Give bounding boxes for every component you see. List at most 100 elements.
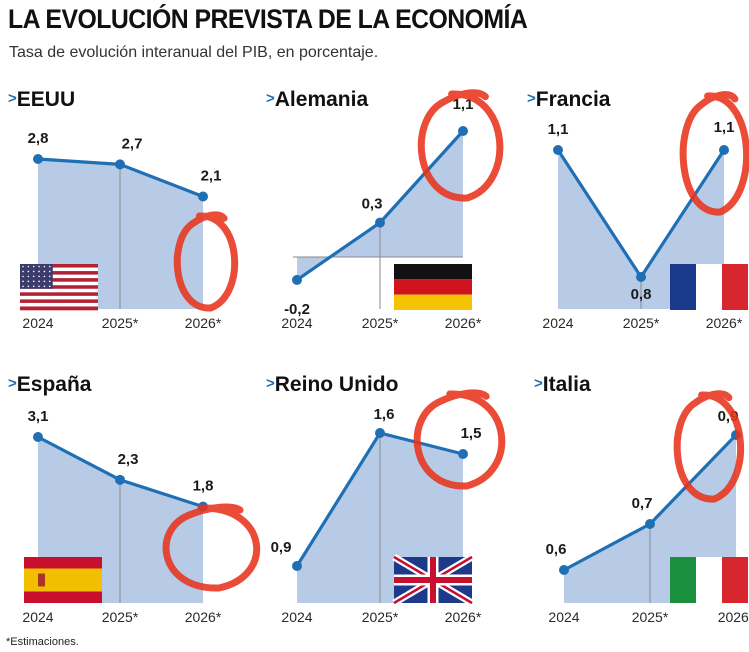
italy-flag-green [670, 557, 696, 603]
data-point-2026 [458, 449, 468, 459]
france-flag-blue [670, 264, 696, 310]
data-label: 1,1 [548, 121, 569, 138]
usa-flag-stripe [20, 278, 98, 282]
usa-flag-star [38, 280, 40, 283]
data-label: 1,5 [461, 425, 482, 442]
usa-flag-star [22, 270, 24, 273]
usa-flag-star [27, 275, 30, 278]
spain-flag-red-bottom [24, 591, 102, 603]
usa-flag-star [48, 270, 51, 273]
germany-flag-black [394, 264, 472, 280]
spain-flag [24, 557, 102, 603]
data-label: 2,3 [118, 451, 139, 468]
italy-flag [670, 557, 748, 603]
footnote: *Estimaciones. [6, 636, 79, 648]
usa-flag-star [43, 275, 46, 278]
usa-flag-star [32, 265, 35, 268]
highlight-circle-annotation [673, 390, 745, 503]
data-label: 1,6 [374, 406, 395, 423]
title-chevron-icon: > [8, 90, 17, 107]
france-flag [670, 264, 748, 310]
data-point-2024 [292, 561, 302, 571]
data-label: 0,6 [546, 541, 567, 558]
data-point-2024 [33, 154, 43, 164]
chart-title: >Italia [534, 373, 591, 396]
spain-flag-coat-of-arms [38, 573, 45, 587]
usa-flag-star [22, 280, 24, 283]
data-label: 1,1 [714, 119, 735, 136]
title-chevron-icon: > [527, 90, 536, 107]
area-fill [297, 131, 463, 280]
highlight-circle-annotation [173, 211, 239, 312]
chart-eeuu: 2,8 2,7 2,1 2024 2025* 2026* >EEUU [8, 88, 239, 331]
usa-flag-star [32, 270, 35, 273]
germany-flag [394, 264, 472, 310]
usa-flag-stripe [20, 295, 98, 300]
usa-flag-stripe [20, 306, 98, 311]
data-point-2025 [645, 519, 655, 529]
france-flag-red [722, 264, 748, 310]
data-label: 2,8 [28, 130, 49, 147]
usa-flag-star [48, 280, 51, 283]
chart-reino-unido: 0,9 1,6 1,5 2024 2025* 2026* >Reino Unido [266, 373, 506, 625]
data-point-2024 [559, 565, 569, 575]
data-label: 0,9 [271, 539, 292, 556]
chart-title-text: Reino Unido [275, 373, 399, 396]
data-label: 0,8 [631, 286, 652, 303]
usa-flag-star [43, 280, 46, 283]
usa-flag-star [48, 275, 51, 278]
highlight-circle-annotation [413, 389, 506, 490]
usa-flag-star [38, 265, 40, 268]
germany-flag-red [394, 279, 472, 295]
x-tick-label: 2025* [362, 609, 399, 625]
usa-flag-star [22, 265, 24, 268]
usa-flag-star [48, 265, 51, 268]
usa-flag-star [43, 285, 46, 288]
usa-flag [20, 264, 98, 311]
x-tick-label: 2026* [445, 315, 482, 331]
usa-flag-canton [20, 264, 53, 289]
usa-flag-stripe [20, 302, 98, 307]
x-tick-label: 2024 [281, 609, 312, 625]
chart-title-text: España [17, 373, 92, 396]
data-label: 1,1 [453, 96, 474, 113]
data-point-2024 [553, 145, 563, 155]
chart-title: >Reino Unido [266, 373, 398, 396]
usa-flag-star [32, 285, 35, 288]
highlight-circle-annotation [417, 89, 504, 202]
chart-title: >Francia [527, 88, 611, 111]
x-tick-label: 2026* [445, 609, 482, 625]
spain-flag-red-top [24, 557, 102, 569]
usa-flag-stripe [20, 281, 98, 286]
x-tick-label: 2025* [623, 315, 660, 331]
uk-flag-cross-red [394, 557, 472, 603]
usa-flag-stripe [20, 292, 98, 297]
x-tick-label: 2024 [542, 315, 573, 331]
title-chevron-icon: > [266, 90, 275, 107]
usa-flag-star [27, 270, 30, 273]
chart-españa: 3,1 2,3 1,8 2024 2025* 2026* >España [8, 373, 261, 625]
germany-flag-gold [394, 294, 472, 310]
usa-flag-star [32, 275, 35, 278]
usa-flag-star [48, 285, 51, 288]
x-tick-label: 2026* [185, 315, 222, 331]
usa-flag-star [32, 280, 35, 283]
usa-flag-star [27, 285, 30, 288]
chart-francia: 1,1 0,8 1,1 2024 2025* 2026* >Francia [527, 88, 749, 331]
data-point-2026 [719, 145, 729, 155]
title-chevron-icon: > [266, 375, 275, 392]
usa-flag-star [43, 265, 46, 268]
page-subtitle: Tasa de evolución interanual del PIB, en… [9, 44, 379, 61]
data-point-2024 [33, 432, 43, 442]
data-point-2026 [198, 191, 208, 202]
usa-flag-star [27, 280, 30, 283]
usa-flag-star [22, 275, 24, 278]
data-label: -0,2 [284, 301, 310, 318]
highlight-circle-annotation [679, 91, 749, 216]
usa-flag-star [38, 275, 40, 278]
chart-title-text: Italia [543, 373, 591, 396]
usa-flag-star [22, 285, 24, 288]
spain-flag-yellow [24, 568, 102, 592]
